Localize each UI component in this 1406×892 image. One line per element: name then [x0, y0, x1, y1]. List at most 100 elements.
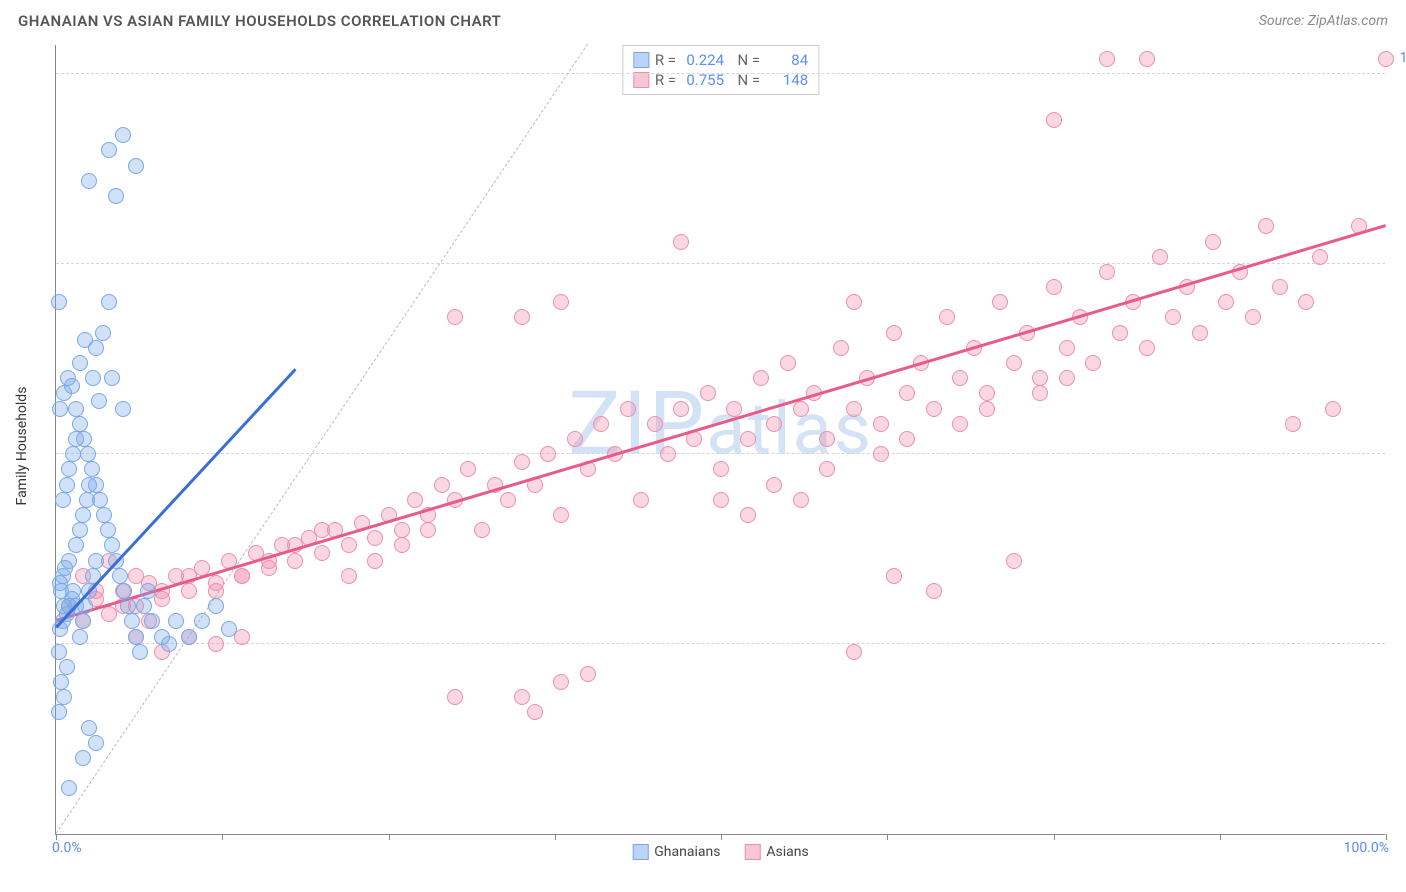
- data-point-asians: [766, 477, 782, 493]
- data-point-asians: [1218, 294, 1234, 310]
- y-tick-label: 75.0%: [1390, 430, 1406, 446]
- data-point-asians: [886, 568, 902, 584]
- data-point-asians: [314, 545, 330, 561]
- data-point-ghanaians: [136, 598, 152, 614]
- data-point-asians: [234, 568, 250, 584]
- data-point-asians: [181, 583, 197, 599]
- y-axis-label: Family Households: [14, 387, 30, 506]
- data-point-asians: [527, 704, 543, 720]
- data-point-ghanaians: [61, 461, 77, 477]
- x-tick: [1054, 834, 1055, 840]
- data-point-ghanaians: [75, 613, 91, 629]
- data-point-asians: [1378, 51, 1394, 67]
- x-tick: [222, 834, 223, 840]
- data-point-ghanaians: [140, 583, 156, 599]
- data-point-asians: [886, 325, 902, 341]
- data-point-ghanaians: [76, 431, 92, 447]
- data-point-ghanaians: [51, 294, 67, 310]
- data-point-ghanaians: [221, 621, 237, 637]
- data-point-ghanaians: [84, 461, 100, 477]
- data-point-asians: [540, 446, 556, 462]
- data-point-ghanaians: [59, 477, 75, 493]
- data-point-asians: [1139, 340, 1155, 356]
- data-point-asians: [740, 507, 756, 523]
- data-point-ghanaians: [208, 598, 224, 614]
- data-point-asians: [713, 461, 729, 477]
- data-point-ghanaians: [128, 158, 144, 174]
- data-point-ghanaians: [168, 613, 184, 629]
- data-point-ghanaians: [53, 674, 69, 690]
- gridline: [56, 263, 1385, 264]
- data-point-asians: [407, 492, 423, 508]
- data-point-ghanaians: [120, 598, 136, 614]
- data-point-asians: [673, 401, 689, 417]
- data-point-asians: [208, 636, 224, 652]
- data-point-asians: [753, 370, 769, 386]
- data-point-asians: [1046, 279, 1062, 295]
- data-point-asians: [1059, 370, 1075, 386]
- data-point-ghanaians: [72, 629, 88, 645]
- n-label: N =: [730, 51, 760, 69]
- x-axis-max-label: 100.0%: [1344, 840, 1389, 856]
- data-point-asians: [1099, 264, 1115, 280]
- data-point-asians: [766, 416, 782, 432]
- data-point-ghanaians: [101, 294, 117, 310]
- data-point-asians: [846, 294, 862, 310]
- data-point-asians: [846, 644, 862, 660]
- data-point-asians: [700, 385, 716, 401]
- data-point-asians: [1006, 553, 1022, 569]
- data-point-asians: [939, 309, 955, 325]
- data-point-asians: [420, 522, 436, 538]
- data-point-ghanaians: [88, 477, 104, 493]
- data-point-asians: [819, 431, 835, 447]
- data-point-asians: [1312, 249, 1328, 265]
- data-point-ghanaians: [115, 401, 131, 417]
- x-tick: [1220, 834, 1221, 840]
- data-point-asians: [580, 666, 596, 682]
- data-point-ghanaians: [91, 393, 107, 409]
- header: GHANAIAN VS ASIAN FAMILY HOUSEHOLDS CORR…: [18, 12, 1388, 30]
- data-point-ghanaians: [81, 720, 97, 736]
- data-point-ghanaians: [65, 446, 81, 462]
- data-point-ghanaians: [75, 750, 91, 766]
- data-point-asians: [740, 431, 756, 447]
- swatch-ghanaians: [633, 52, 649, 68]
- data-point-asians: [514, 454, 530, 470]
- data-point-asians: [952, 416, 968, 432]
- data-point-ghanaians: [80, 446, 96, 462]
- data-point-asians: [633, 492, 649, 508]
- data-point-asians: [819, 461, 835, 477]
- data-point-asians: [500, 492, 516, 508]
- data-point-asians: [660, 446, 676, 462]
- data-point-asians: [514, 309, 530, 325]
- r-label: R =: [655, 51, 676, 69]
- data-point-asians: [1192, 325, 1208, 341]
- data-point-asians: [1152, 249, 1168, 265]
- n-value-ghanaians: 84: [766, 51, 808, 69]
- data-point-asians: [793, 401, 809, 417]
- data-point-asians: [553, 674, 569, 690]
- data-point-ghanaians: [51, 704, 67, 720]
- data-point-asians: [899, 431, 915, 447]
- chart-title: GHANAIAN VS ASIAN FAMILY HOUSEHOLDS CORR…: [18, 12, 501, 30]
- trend-line-asians: [56, 224, 1387, 621]
- x-tick: [1386, 834, 1387, 840]
- y-tick-label: 87.5%: [1390, 240, 1406, 256]
- data-point-asians: [713, 492, 729, 508]
- data-point-asians: [979, 385, 995, 401]
- data-point-ghanaians: [65, 583, 81, 599]
- data-point-asians: [341, 537, 357, 553]
- x-tick: [389, 834, 390, 840]
- data-point-asians: [926, 401, 942, 417]
- data-point-ghanaians: [104, 537, 120, 553]
- legend-item-asians: Asians: [744, 844, 808, 860]
- data-point-asians: [1085, 355, 1101, 371]
- bottom-legend: Ghanaians Asians: [632, 844, 809, 860]
- data-point-asians: [1046, 112, 1062, 128]
- legend-label-asians: Asians: [766, 844, 808, 860]
- data-point-asians: [952, 370, 968, 386]
- gridline: [56, 73, 1385, 74]
- data-point-ghanaians: [61, 780, 77, 796]
- data-point-ghanaians: [104, 370, 120, 386]
- data-point-ghanaians: [85, 370, 101, 386]
